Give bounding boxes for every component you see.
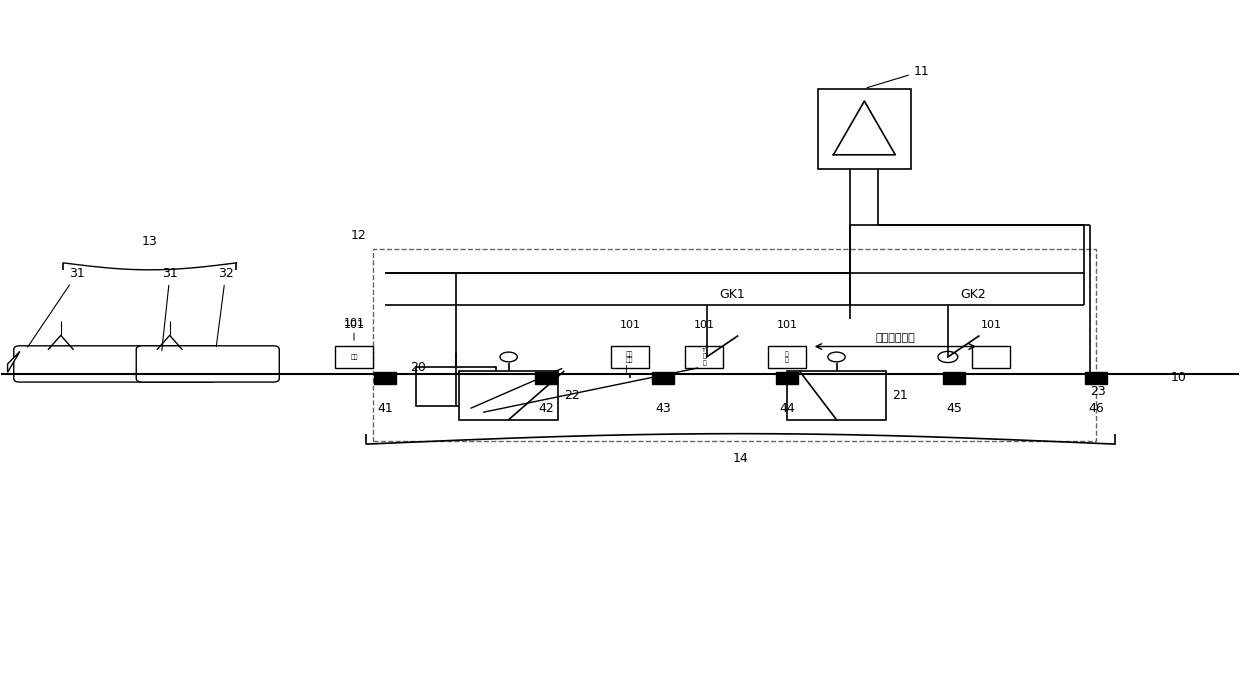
Text: GK2: GK2	[960, 288, 986, 301]
Text: 101: 101	[776, 321, 797, 330]
Text: 取
号: 取 号	[785, 351, 789, 363]
Text: |: |	[625, 365, 627, 375]
Text: 10: 10	[1171, 372, 1187, 384]
Bar	[942, 372, 965, 384]
Bar	[372, 249, 1096, 440]
Text: 46: 46	[1089, 402, 1104, 415]
Text: 31: 31	[161, 267, 179, 351]
Text: 禁止
取号: 禁止 取号	[626, 351, 634, 363]
Text: GK1: GK1	[719, 288, 745, 301]
Bar	[787, 371, 887, 420]
Text: 44: 44	[779, 402, 795, 415]
Text: 14: 14	[733, 452, 749, 465]
Bar	[415, 368, 496, 406]
Bar	[534, 372, 557, 384]
Text: 101: 101	[343, 321, 365, 330]
Bar	[776, 372, 799, 384]
Bar	[373, 372, 396, 384]
Text: 101: 101	[981, 321, 1002, 330]
Bar	[1085, 372, 1107, 384]
Text: 13: 13	[143, 235, 157, 248]
Text: 43: 43	[656, 402, 671, 415]
FancyBboxPatch shape	[136, 346, 279, 382]
Text: 列控: 列控	[350, 354, 358, 360]
Text: 101: 101	[693, 321, 714, 330]
Text: 11: 11	[867, 64, 930, 88]
FancyBboxPatch shape	[14, 346, 217, 382]
Bar	[459, 371, 558, 420]
Text: 101: 101	[620, 321, 640, 330]
Text: 32: 32	[216, 267, 233, 346]
Text: 12: 12	[351, 229, 366, 242]
Text: 电分相中性区: 电分相中性区	[875, 333, 915, 343]
Text: 20: 20	[409, 361, 425, 374]
Text: 23: 23	[1090, 385, 1106, 398]
Text: 21: 21	[893, 389, 908, 402]
Text: 41: 41	[377, 402, 393, 415]
Text: 45: 45	[946, 402, 962, 415]
Polygon shape	[7, 351, 20, 372]
Text: 22: 22	[564, 389, 580, 402]
Text: 42: 42	[538, 402, 553, 415]
Text: T
取
号: T 取 号	[702, 348, 706, 366]
Bar	[652, 372, 675, 384]
Text: 31: 31	[27, 267, 86, 347]
Bar	[818, 88, 910, 169]
Text: 101: 101	[343, 318, 365, 340]
